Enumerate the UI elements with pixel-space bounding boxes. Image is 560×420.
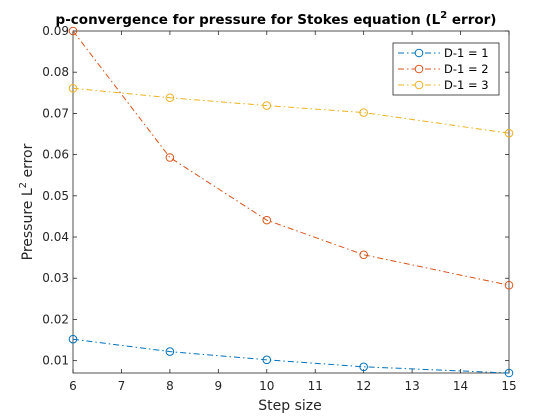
legend-marker bbox=[414, 80, 424, 90]
data-point bbox=[68, 26, 78, 36]
y-tick-label: 0.04 bbox=[42, 230, 69, 244]
data-point bbox=[262, 355, 272, 365]
chart-title: p-convergence for pressure for Stokes eq… bbox=[56, 10, 497, 28]
data-point bbox=[359, 362, 368, 372]
y-tick-label: 0.02 bbox=[42, 312, 69, 326]
data-point bbox=[359, 108, 368, 117]
legend-label: D-1 = 1 bbox=[444, 46, 489, 60]
series-3 bbox=[68, 83, 514, 138]
data-point bbox=[165, 153, 175, 162]
x-tick-label: 10 bbox=[259, 379, 274, 393]
y-tick-label: 0.08 bbox=[42, 65, 69, 79]
y-tick-label: 0.09 bbox=[42, 24, 69, 38]
axes: 6 7 8 9 10 11 12 13 14 15 0.01 0.02 0.03 0.04 0.05 0.06… bbox=[42, 24, 516, 393]
data-point bbox=[262, 101, 272, 110]
series-2 bbox=[68, 26, 514, 290]
legend-box bbox=[392, 42, 500, 96]
series-layer bbox=[68, 26, 514, 378]
series-line bbox=[72, 338, 510, 374]
data-point bbox=[359, 250, 368, 260]
legend-marker bbox=[414, 64, 424, 74]
legend-item: D-1 = 1 bbox=[398, 46, 489, 60]
series-1 bbox=[68, 334, 514, 378]
x-axis-label: Step size bbox=[258, 398, 321, 414]
y-tick-label: 0.03 bbox=[42, 271, 69, 285]
legend-marker bbox=[414, 48, 424, 58]
legend: D-1 = 1 D-1 = 2 D-1 = 3 bbox=[392, 42, 500, 96]
x-tick-label: 8 bbox=[166, 379, 174, 393]
data-point bbox=[68, 83, 78, 93]
x-tick-label: 12 bbox=[356, 379, 371, 393]
y-axis-label-suffix: error bbox=[20, 143, 36, 182]
data-point bbox=[165, 347, 175, 356]
data-point bbox=[165, 93, 175, 103]
data-point bbox=[504, 280, 514, 290]
legend-label: D-1 = 2 bbox=[444, 62, 489, 76]
legend-item: D-1 = 2 bbox=[398, 62, 489, 76]
data-point bbox=[504, 368, 514, 378]
series-line bbox=[72, 30, 510, 286]
x-tick-label: 14 bbox=[453, 379, 468, 393]
legend-item: D-1 = 3 bbox=[398, 78, 489, 92]
chart-title-superscript: 2 bbox=[440, 10, 447, 21]
x-tick-label: 11 bbox=[308, 379, 323, 393]
y-tick-label: 0.05 bbox=[42, 189, 69, 203]
y-tick-label: 0.06 bbox=[42, 148, 69, 162]
y-axis-label: Pressure L2 error bbox=[18, 143, 36, 260]
x-tick-label: 7 bbox=[118, 379, 126, 393]
x-tick-label: 15 bbox=[501, 379, 516, 393]
series-line bbox=[72, 87, 510, 134]
data-point bbox=[262, 215, 272, 225]
x-tick-label: 13 bbox=[404, 379, 419, 393]
legend-label: D-1 = 3 bbox=[444, 78, 489, 92]
y-tick-label: 0.01 bbox=[42, 354, 69, 368]
y-tick-label: 0.07 bbox=[42, 106, 69, 120]
x-tick-label: 9 bbox=[215, 379, 223, 393]
data-point bbox=[68, 334, 78, 344]
data-point bbox=[504, 128, 514, 138]
x-tick-label: 6 bbox=[69, 379, 77, 393]
chart-title-suffix: error) bbox=[447, 12, 496, 28]
y-axis-label-superscript: 2 bbox=[18, 182, 29, 188]
